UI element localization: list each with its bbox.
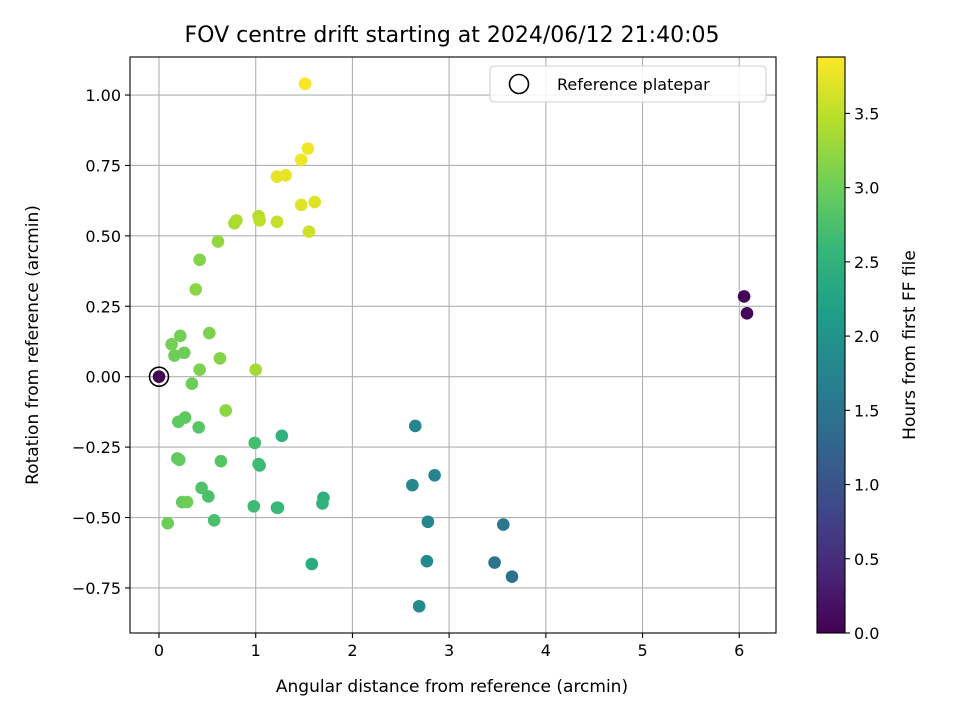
scatter-point [202,490,215,503]
y-tick-label: −0.75 [72,579,121,598]
colorbar-tick-label: 1.0 [854,476,879,495]
scatter-point [270,215,284,229]
y-tick-label: 0.00 [85,368,121,387]
data-points [148,77,754,613]
legend-label: Reference platepar [557,75,710,94]
legend-marker-icon [508,73,530,95]
scatter-point [308,195,322,209]
scatter-point [152,370,166,383]
scatter-point [189,283,203,296]
scatter-point [211,235,225,248]
scatter-point [173,329,187,343]
reference-marker [148,366,170,387]
x-tick-label: 5 [637,641,647,660]
scatter-point [207,514,221,527]
legend-box [489,65,767,103]
scatter-point [248,436,262,450]
scatter-point [177,346,191,360]
scatter-point [301,142,315,155]
scatter-point [408,419,422,433]
scatter-point [202,326,216,340]
x-tick-label: 0 [154,641,164,660]
scatter-point [172,415,185,429]
scatter-point [195,481,208,495]
scatter-point [253,214,266,227]
scatter-point [275,429,289,443]
legend: Reference platepar [489,65,767,103]
scatter-point [230,214,243,227]
scatter-point [252,457,265,471]
scatter-point [412,599,426,613]
scatter-point [496,518,510,531]
scatter-point [219,404,233,417]
scatter-point [305,557,319,571]
scatter-point [294,198,308,212]
colorbar-tick-label: 2.0 [854,327,879,346]
y-tick-label: −0.50 [72,509,121,528]
scatter-point [505,570,519,583]
y-tick-label: 0.75 [85,156,121,175]
x-axis-label: Angular distance from reference (arcmin) [276,677,628,697]
scatter-point [193,253,206,267]
x-tick-label: 4 [541,641,551,660]
scatter-point [185,377,199,391]
colorbar-tick-label: 1.5 [854,401,879,420]
y-tick-label: 0.25 [85,297,121,316]
scatter-point [180,495,194,509]
scatter-point [406,478,419,492]
scatter-point [165,337,178,351]
grid-lines [130,57,776,633]
scatter-point [302,225,316,238]
x-tick-label: 1 [251,641,261,660]
colorbar-tick-label: 0.5 [854,550,879,569]
y-tick-label: −0.25 [72,438,121,457]
x-tick-label: 3 [444,641,454,660]
scatter-point [271,501,285,514]
x-tick-label: 6 [734,641,744,660]
scatter-point [298,77,312,91]
x-tick-label: 2 [347,641,357,660]
y-axis-label: Rotation from reference (arcmin) [23,205,43,485]
scatter-point [488,556,501,569]
colorbar: 0.0 0.5 1.0 1.5 2.0 2.5 3.0 3.5 Hours from first… [816,56,920,643]
scatter-point [737,290,751,303]
scatter-point [316,497,329,510]
scatter-point [294,153,308,167]
colorbar-tick-label: 3.0 [854,179,879,198]
scatter-point [247,499,261,513]
colorbar-tick-label: 3.5 [854,104,879,123]
scatter-point [161,516,175,530]
colorbar-tick-label: 2.5 [854,253,879,272]
scatter-point [420,554,434,568]
scatter-point [173,453,186,467]
y-tick-label: 1.00 [85,86,121,105]
scatter-point [214,454,228,468]
plot-frame [129,56,777,634]
chart-title: FOV centre drift starting at 2024/06/12 … [185,23,720,48]
scatter-point [192,421,205,434]
scatter-point [740,307,754,320]
scatter-point [213,352,227,365]
scatter-point [193,363,206,376]
colorbar-tick-label: 0.0 [854,624,879,643]
y-tick-label: 0.50 [85,227,121,246]
scatter-point [421,515,435,529]
colorbar-gradient [816,56,846,634]
axes: 0 1 2 3 4 5 6 −0.75 −0.50 −0.25 0.00 0.25 0.50 0.75 1.… [72,56,777,660]
scatter-point [428,468,441,482]
scatter-point [168,349,181,362]
scatter-point [249,363,263,376]
colorbar-label: Hours from first FF file [900,250,920,440]
scatter-point [279,168,292,182]
